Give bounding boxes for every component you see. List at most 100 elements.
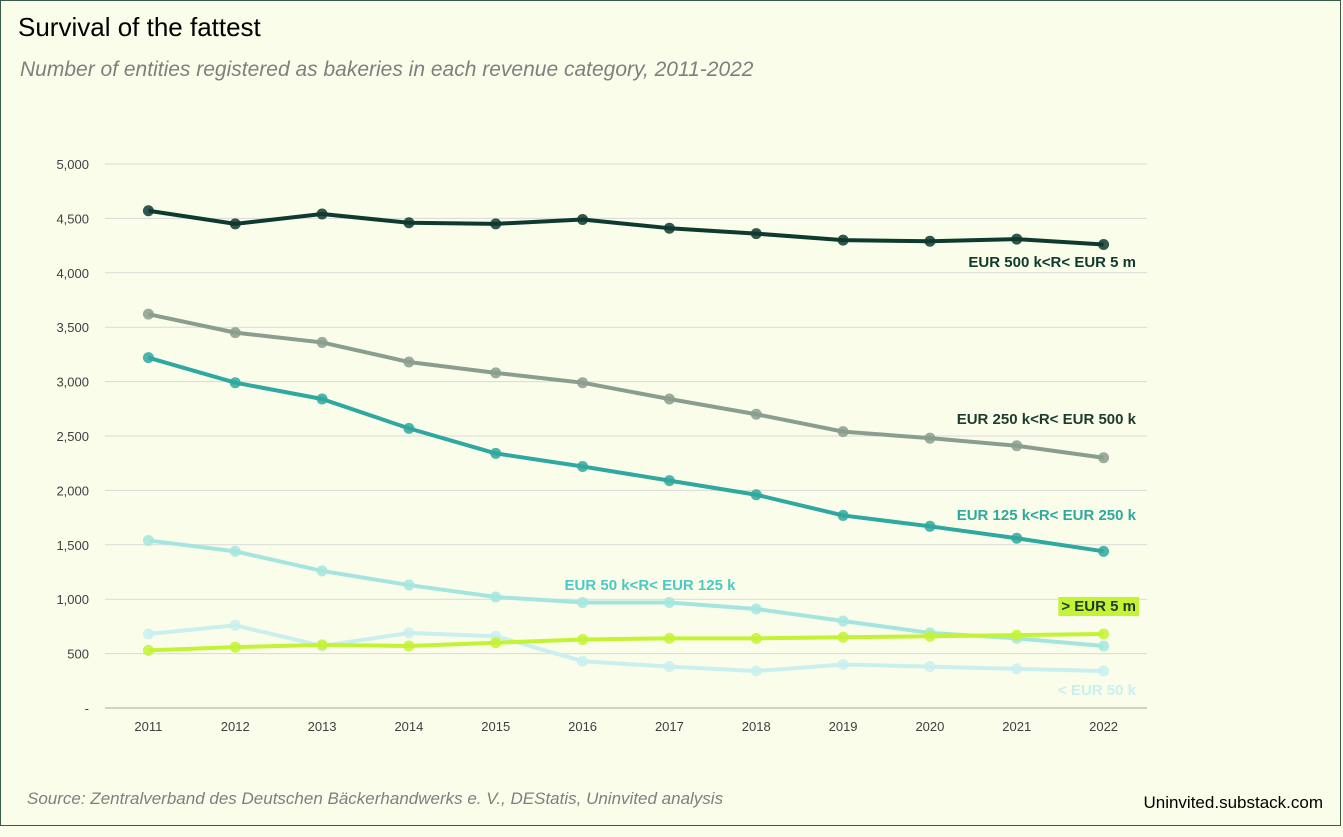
series-line-eur-50-k-r-eur-125-k <box>148 538 1104 648</box>
data-point-eur-50-k <box>1098 665 1110 677</box>
y-tick-label: 500 <box>67 647 89 662</box>
data-point-eur-250-k-r-eur-500-k <box>490 367 502 379</box>
data-point-eur-250-k-r-eur-500-k <box>316 336 328 348</box>
series-label-eur-250-k-r-eur-500-k: EUR 250 k<R< EUR 500 k <box>957 411 1137 428</box>
data-point-eur-5-m <box>403 640 415 652</box>
data-point-eur-250-k-r-eur-500-k <box>229 327 241 339</box>
x-tick-label: 2018 <box>742 719 771 734</box>
website-credit: Uninvited.substack.com <box>1143 793 1323 812</box>
data-point-eur-50-k-r-eur-125-k <box>229 545 241 557</box>
data-point-eur-50-k <box>750 665 762 677</box>
data-point-eur-500-k-r-eur-5-m <box>403 217 415 229</box>
y-tick-label: 3,000 <box>56 375 89 390</box>
data-point-eur-125-k-r-eur-250-k <box>663 475 675 487</box>
data-point-eur-125-k-r-eur-250-k <box>924 520 936 532</box>
data-point-eur-50-k <box>577 655 589 667</box>
y-tick-label: 2,000 <box>56 483 89 498</box>
data-point-eur-250-k-r-eur-500-k <box>142 308 154 320</box>
series-label-eur-50-k: < EUR 50 k <box>1058 682 1137 699</box>
data-point-eur-50-k-r-eur-125-k <box>577 596 589 608</box>
series-line-eur-250-k-r-eur-500-k <box>148 312 1104 460</box>
x-tick-label: 2020 <box>915 719 944 734</box>
x-tick-label: 2022 <box>1089 719 1118 734</box>
data-point-eur-5-m <box>229 641 241 653</box>
data-point-eur-5-m <box>1098 628 1110 640</box>
y-tick-label: 5,000 <box>56 157 89 172</box>
data-point-eur-50-k-r-eur-125-k <box>142 534 154 546</box>
x-tick-label: 2013 <box>308 719 337 734</box>
data-point-eur-50-k-r-eur-125-k <box>1098 640 1110 652</box>
data-point-eur-125-k-r-eur-250-k <box>750 489 762 501</box>
data-point-eur-50-k-r-eur-125-k <box>316 565 328 577</box>
series-line-eur-5-m <box>148 632 1104 653</box>
data-point-eur-5-m <box>490 637 502 649</box>
data-point-eur-500-k-r-eur-5-m <box>316 208 328 220</box>
y-tick-label: 1,500 <box>56 538 89 553</box>
data-point-eur-5-m <box>924 630 936 642</box>
chart-subtitle: Number of entities registered as bakerie… <box>20 58 754 81</box>
y-tick-label: 4,000 <box>56 266 89 281</box>
data-point-eur-125-k-r-eur-250-k <box>1098 545 1110 557</box>
data-point-eur-500-k-r-eur-5-m <box>750 228 762 240</box>
data-point-eur-50-k-r-eur-125-k <box>837 615 849 627</box>
data-point-eur-50-k-r-eur-125-k <box>663 596 675 608</box>
y-tick-label: 1,000 <box>56 592 89 607</box>
y-tick-label: 3,500 <box>56 320 89 335</box>
x-tick-label: 2016 <box>568 719 597 734</box>
data-point-eur-125-k-r-eur-250-k <box>490 447 502 459</box>
data-point-eur-125-k-r-eur-250-k <box>1011 532 1023 544</box>
data-point-eur-125-k-r-eur-250-k <box>142 352 154 364</box>
data-point-eur-5-m <box>1011 629 1023 641</box>
data-point-eur-250-k-r-eur-500-k <box>750 408 762 420</box>
series-label-eur-5-m: > EUR 5 m <box>1061 598 1136 615</box>
data-point-eur-250-k-r-eur-500-k <box>1011 440 1023 452</box>
data-point-eur-125-k-r-eur-250-k <box>316 393 328 405</box>
data-point-eur-5-m <box>142 644 154 656</box>
data-point-eur-125-k-r-eur-250-k <box>577 460 589 472</box>
series-label-eur-500-k-r-eur-5-m: EUR 500 k<R< EUR 5 m <box>968 254 1136 271</box>
x-tick-label: 2021 <box>1002 719 1031 734</box>
data-point-eur-500-k-r-eur-5-m <box>1011 233 1023 245</box>
data-point-eur-500-k-r-eur-5-m <box>663 222 675 234</box>
x-tick-label: 2019 <box>829 719 858 734</box>
series-label-eur-50-k-r-eur-125-k: EUR 50 k<R< EUR 125 k <box>565 577 737 594</box>
x-tick-label: 2011 <box>134 719 162 734</box>
data-point-eur-500-k-r-eur-5-m <box>577 213 589 225</box>
data-point-eur-5-m <box>316 639 328 651</box>
series-line-eur-50-k <box>148 623 1104 674</box>
chart-title: Survival of the fattest <box>18 12 261 42</box>
data-point-eur-5-m <box>837 631 849 643</box>
data-point-eur-5-m <box>577 633 589 645</box>
data-point-eur-500-k-r-eur-5-m <box>490 218 502 230</box>
data-point-eur-500-k-r-eur-5-m <box>837 234 849 246</box>
data-point-eur-250-k-r-eur-500-k <box>577 377 589 389</box>
data-point-eur-50-k-r-eur-125-k <box>403 579 415 591</box>
data-point-eur-50-k-r-eur-125-k <box>490 591 502 603</box>
data-point-eur-125-k-r-eur-250-k <box>403 422 415 434</box>
data-point-eur-50-k <box>403 627 415 639</box>
data-point-eur-50-k-r-eur-125-k <box>750 603 762 615</box>
x-tick-label: 2015 <box>481 719 510 734</box>
source-note: Source: Zentralverband des Deutschen Bäc… <box>27 789 724 808</box>
data-point-eur-500-k-r-eur-5-m <box>1098 239 1110 251</box>
series-label-eur-125-k-r-eur-250-k: EUR 125 k<R< EUR 250 k <box>957 507 1137 524</box>
data-point-eur-50-k <box>837 658 849 670</box>
data-point-eur-250-k-r-eur-500-k <box>403 356 415 368</box>
series-label-highlight <box>1058 597 1139 616</box>
data-point-eur-50-k <box>142 628 154 640</box>
data-point-eur-5-m <box>663 632 675 644</box>
y-tick-label: 4,500 <box>56 211 89 226</box>
data-point-eur-500-k-r-eur-5-m <box>924 235 936 247</box>
data-point-eur-5-m <box>750 632 762 644</box>
y-tick-label: - <box>85 701 89 716</box>
series-line-eur-125-k-r-eur-250-k <box>147 355 1104 554</box>
data-point-eur-500-k-r-eur-5-m <box>142 205 154 217</box>
series-line-eur-500-k-r-eur-5-m <box>148 208 1104 247</box>
data-point-eur-250-k-r-eur-500-k <box>1098 452 1110 464</box>
data-point-eur-50-k <box>924 661 936 673</box>
data-point-eur-125-k-r-eur-250-k <box>229 377 241 389</box>
data-point-eur-500-k-r-eur-5-m <box>229 218 241 230</box>
data-point-eur-250-k-r-eur-500-k <box>663 393 675 405</box>
